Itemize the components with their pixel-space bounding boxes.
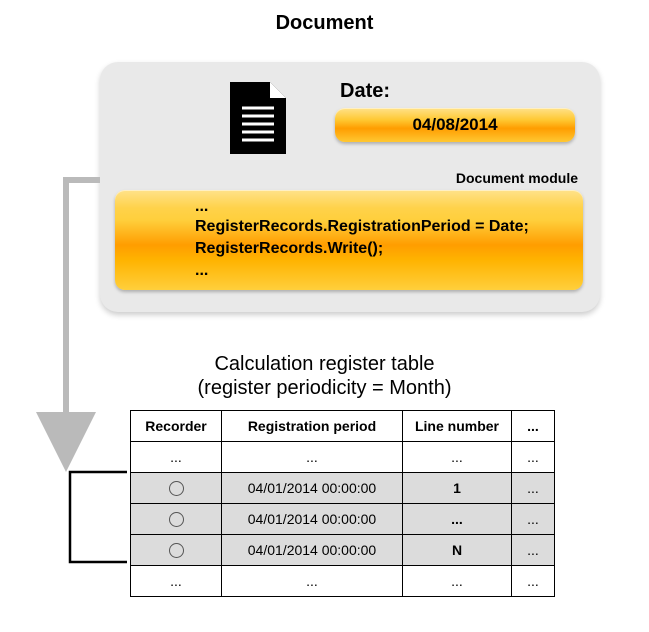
cell-line: ...: [403, 504, 512, 535]
date-label: Date:: [340, 80, 390, 103]
cell-period: 04/01/2014 00:00:00: [222, 535, 403, 566]
cell-line: ...: [403, 442, 512, 473]
col-header-line: Line number: [403, 411, 512, 442]
cell-period: ...: [222, 442, 403, 473]
code-block: ... RegisterRecords.RegistrationPeriod =…: [115, 190, 583, 290]
cell-recorder: [131, 504, 222, 535]
recorder-circle-icon: [169, 512, 184, 527]
table-row: 04/01/2014 00:00:001...: [131, 473, 555, 504]
register-table: Recorder Registration period Line number…: [130, 410, 555, 597]
cell-recorder: ...: [131, 566, 222, 597]
cell-rest: ...: [512, 473, 555, 504]
cell-period: ...: [222, 566, 403, 597]
document-icon: [230, 82, 294, 158]
table-row: ............: [131, 566, 555, 597]
cell-line: ...: [403, 566, 512, 597]
date-value-field: 04/08/2014: [335, 108, 575, 142]
code-line: ...: [195, 198, 208, 216]
cell-period: 04/01/2014 00:00:00: [222, 504, 403, 535]
table-title-line2: (register periodicity = Month): [198, 377, 452, 399]
cell-line: N: [403, 535, 512, 566]
table-title-line1: Calculation register table: [214, 353, 434, 375]
table-row: 04/01/2014 00:00:00......: [131, 504, 555, 535]
cell-recorder: ...: [131, 442, 222, 473]
cell-rest: ...: [512, 504, 555, 535]
diagram-title: Document: [0, 12, 649, 35]
cell-recorder: [131, 535, 222, 566]
module-label: Document module: [456, 170, 578, 186]
cell-rest: ...: [512, 442, 555, 473]
cell-rest: ...: [512, 535, 555, 566]
cell-rest: ...: [512, 566, 555, 597]
cell-recorder: [131, 473, 222, 504]
code-line: RegisterRecords.Write();: [195, 240, 383, 258]
recorder-circle-icon: [169, 543, 184, 558]
cell-line: 1: [403, 473, 512, 504]
col-header-rest: ...: [512, 411, 555, 442]
code-line: RegisterRecords.RegistrationPeriod = Dat…: [195, 218, 529, 236]
table-row: ............: [131, 442, 555, 473]
table-title: Calculation register table (register per…: [0, 352, 649, 400]
table-header-row: Recorder Registration period Line number…: [131, 411, 555, 442]
document-card: Date: 04/08/2014 Document module ... Reg…: [100, 62, 600, 312]
code-line: ...: [195, 262, 208, 280]
table-row: 04/01/2014 00:00:00N...: [131, 535, 555, 566]
col-header-period: Registration period: [222, 411, 403, 442]
col-header-recorder: Recorder: [131, 411, 222, 442]
recorder-circle-icon: [169, 481, 184, 496]
cell-period: 04/01/2014 00:00:00: [222, 473, 403, 504]
